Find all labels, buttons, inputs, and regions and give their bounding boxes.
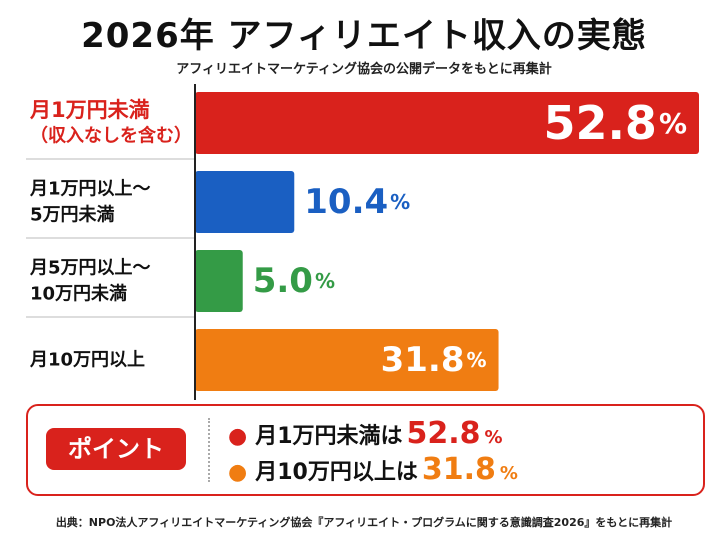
data-label: 10.4%	[304, 182, 410, 222]
bar-chart: 月1万円未満 （収入なしを含む） 52.8% 月1万円以上〜 5万円未満 10.4 % 月5万…	[26, 84, 699, 400]
bar	[195, 250, 243, 312]
category-label: 月5万円以上〜	[29, 258, 151, 279]
category-label: 10万円未満	[30, 283, 127, 305]
bar	[195, 171, 295, 233]
category-label: 月1万円以上〜	[29, 179, 151, 200]
point-item-2-value: 31.8	[421, 452, 496, 487]
bullet-dot-icon: ●	[228, 460, 248, 485]
point-item-2: ● 月10万円以上は 31.8%	[228, 452, 518, 487]
point-badge: ポイント	[46, 428, 186, 470]
category-label: （収入なしを含む）	[30, 125, 192, 147]
bullet-dot-icon: ●	[228, 424, 248, 449]
point-item-1-text: 月1万円未満は	[255, 424, 403, 449]
point-item-1-unit: %	[484, 427, 503, 448]
point-item-2-text: 月10万円以上は	[255, 460, 418, 485]
category-label: 月10万円以上	[29, 350, 145, 371]
chart-subtitle: アフィリエイトマーケティング協会の公開データをもとに再集計	[176, 62, 552, 77]
data-label: 5.0%	[253, 261, 335, 301]
source-note: 出典：NPO法人アフィリエイトマーケティング協会『アフィリエイト・プログラムに関…	[55, 516, 673, 529]
data-label: 52.8%	[543, 96, 687, 150]
point-item-2-unit: %	[499, 463, 518, 484]
chart-title: 2026年 アフィリエイト収入の実態	[81, 16, 647, 56]
bar	[195, 92, 699, 154]
data-label: 31.8%	[381, 340, 487, 380]
point-item-1: ● 月1万円未満は 52.8%	[228, 416, 503, 451]
point-item-1-value: 52.8	[406, 416, 481, 451]
category-label: 5万円未満	[30, 204, 115, 226]
point-divider	[208, 418, 210, 482]
category-label: 月1万円未満	[29, 98, 150, 122]
bar	[195, 329, 499, 391]
point-summary-box: ポイント ● 月1万円未満は 52.8% ● 月10万円以上は 31.8%	[26, 404, 705, 496]
